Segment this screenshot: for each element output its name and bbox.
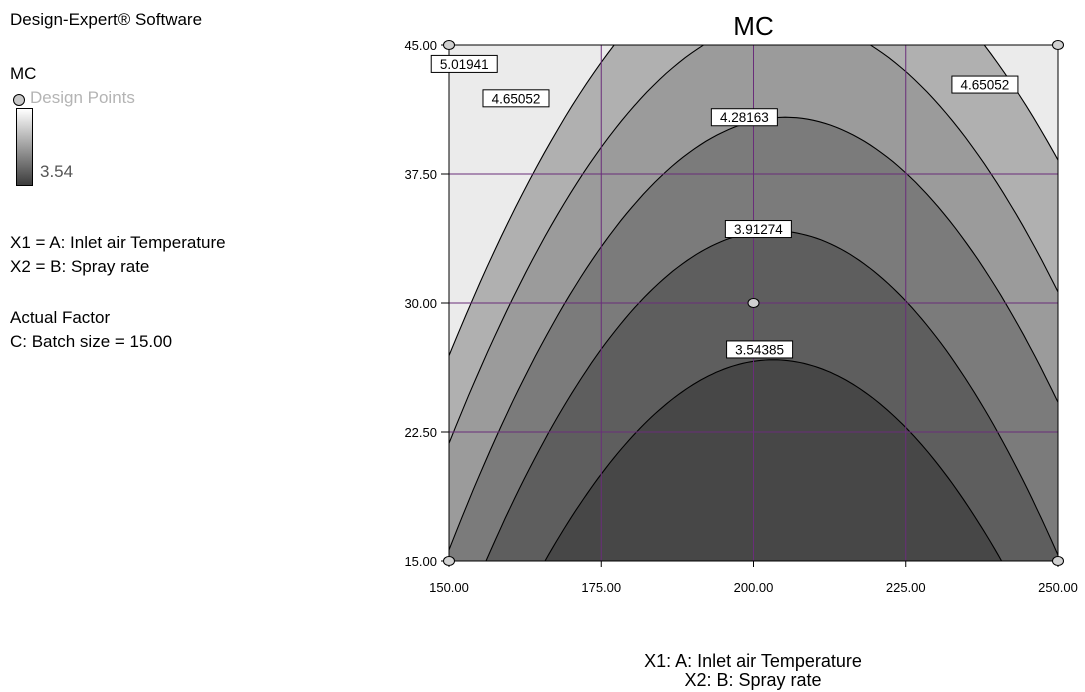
contour-label-box [482,89,550,108]
contour-label-text: 3.54385 [735,342,784,357]
axis-ticks: 150.00 175.00 200.00 225.00 250.00 15.00 22.50… [404,38,1077,595]
y-tick-label: 30.00 [404,296,437,311]
contour-lines [449,45,1058,561]
contour-label-text: 4.65052 [961,78,1010,93]
contour-label-box [430,54,498,73]
contour-label: 5.01941 [430,54,498,73]
response-name: MC [10,64,37,83]
contour-line-5.01941 [449,45,1058,358]
contour-label: 4.28163 [710,108,778,127]
contour-line-4.65052 [449,45,1058,445]
actual-factor-heading: Actual Factor [10,308,111,327]
x-tick-label: 150.00 [429,580,469,595]
contour-label: 3.54385 [726,340,794,359]
legend-low-value: 3.54 [40,162,74,181]
contour-label-box [951,75,1019,94]
x-tick-label: 225.00 [886,580,926,595]
contour-line-4.28163 [449,116,1058,552]
y-tick-label: 37.50 [404,167,437,182]
contour-label-box [710,108,778,127]
region-3.54385 [545,359,1002,561]
design-point [443,556,455,566]
contour-line-3.54385 [544,359,1003,561]
contour-label: 4.65052 [951,75,1019,94]
x2-definition: X2 = B: Spray rate [10,257,150,276]
color-scale-bar [16,108,33,186]
x-axis-caption: X1: A: Inlet air Temperature [644,651,862,671]
contour-labels: 3.54385 3.91274 4.28163 4.65052 4.65052 5.019… [430,54,1019,359]
x-tick-label: 200.00 [734,580,774,595]
y-tick-label: 22.50 [404,425,437,440]
actual-factor-value: C: Batch size = 15.00 [10,332,173,351]
contour-label-box [724,220,792,239]
x1-definition: X1 = A: Inlet air Temperature [10,233,226,252]
contour-label-text: 5.01941 [440,57,489,72]
x-tick-label: 175.00 [581,580,621,595]
design-point [1052,40,1064,50]
software-name: Design-Expert® Software [10,10,203,29]
design-point-legend-icon [13,94,25,106]
contour-label: 3.91274 [724,220,792,239]
contour-label-box [726,340,794,359]
design-point [747,298,760,308]
contour-label-text: 4.65052 [492,91,541,106]
chart-title: MC [733,11,773,41]
y-axis-caption: X2: B: Spray rate [684,670,821,690]
contour-label: 4.65052 [482,89,550,108]
y-tick-label: 45.00 [404,38,437,53]
contour-label-text: 3.91274 [734,222,783,237]
design-point [443,40,455,50]
design-points [443,40,1064,566]
design-point [1052,556,1064,566]
legend-panel: Design-Expert® Software MC Design Points… [10,0,340,692]
y-tick-label: 15.00 [404,554,437,569]
design-points-label: Design Points [30,88,135,107]
contour-label-text: 4.28163 [720,110,769,125]
x-tick-label: 250.00 [1038,580,1078,595]
